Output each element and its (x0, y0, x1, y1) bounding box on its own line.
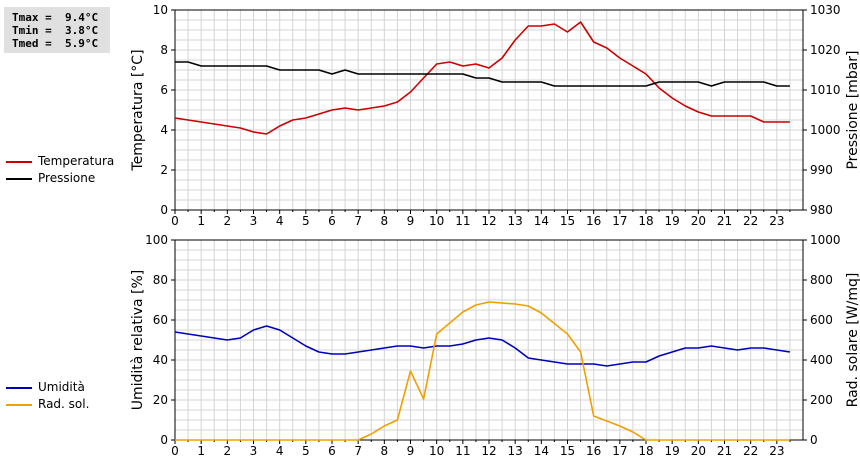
panel1-xtick-label: 9 (407, 214, 415, 228)
panel2-ytick-label-left: 80 (153, 273, 168, 287)
panel1-ytick-label-left: 10 (153, 3, 168, 17)
panel2-xtick-label: 14 (534, 444, 549, 458)
panel2-xtick-label: 9 (407, 444, 415, 458)
panel2-xtick-label: 6 (328, 444, 336, 458)
panel1-xtick-label: 2 (224, 214, 232, 228)
legend-label-umidita: Umidità (38, 380, 85, 394)
stat-tmin: Tmin = 3.8°C (12, 24, 99, 37)
panel2-ytick-label-right: 200 (810, 393, 833, 407)
panel2-xtick-label: 0 (171, 444, 179, 458)
panel1-series-temperatura (174, 21, 790, 135)
legend-label-rad-sol: Rad. sol. (38, 397, 90, 411)
panel2-xtick-label: 2 (224, 444, 232, 458)
panel1-xtick-label: 0 (171, 214, 179, 228)
panel2-xtick-label: 23 (769, 444, 784, 458)
legend-swatch-rad-sol (6, 404, 32, 406)
panel1-xtick-label: 12 (481, 214, 496, 228)
panel1-xtick-label: 23 (769, 214, 784, 228)
panel2-ytick-label-right: 600 (810, 313, 833, 327)
panel2-ytick-label-left: 20 (153, 393, 168, 407)
panel2-xtick-label: 13 (508, 444, 523, 458)
panel2-ytick-label-left: 0 (160, 433, 168, 447)
panel1-ytick-label-left: 2 (160, 163, 168, 177)
panel2-xtick-label: 1 (197, 444, 205, 458)
panel1-xtick-label: 6 (328, 214, 336, 228)
panel2-xtick-label: 16 (586, 444, 601, 458)
panel1-ytick-label-right: 990 (810, 163, 833, 177)
panel1-xtick-label: 16 (586, 214, 601, 228)
stats-box: Tmax = 9.4°C Tmin = 3.8°C Tmed = 5.9°C (4, 7, 110, 53)
panel1-xtick-label: 13 (508, 214, 523, 228)
panel2-xtick-label: 20 (691, 444, 706, 458)
panel2-ytick-label-right: 400 (810, 353, 833, 367)
panel1-xtick-label: 18 (638, 214, 653, 228)
panel1-ytick-label-right: 1030 (810, 3, 841, 17)
panel1-ytick-label-right: 1020 (810, 43, 841, 57)
panel1-ytick-label-right: 1010 (810, 83, 841, 97)
panel1-xtick-label: 14 (534, 214, 549, 228)
panel2-xtick-label: 11 (455, 444, 470, 458)
panel1-xtick-label: 19 (665, 214, 680, 228)
panel1-ytick-label-left: 6 (160, 83, 168, 97)
panel1-xtick-label: 5 (302, 214, 310, 228)
panel1-ytick-label-left: 4 (160, 123, 168, 137)
panel1-series-pressione (175, 61, 790, 87)
panel1-xtick-label: 10 (429, 214, 444, 228)
panel1-xtick-label: 3 (250, 214, 258, 228)
panel2-ytick-label-right: 0 (810, 433, 818, 447)
panel2-ytick-label-right: 1000 (810, 233, 841, 247)
legend-label-pressione: Pressione (38, 171, 96, 185)
panel1-xtick-label: 4 (276, 214, 284, 228)
panel2-series-rad-sol- (175, 301, 790, 441)
panel2-xtick-label: 18 (638, 444, 653, 458)
panel2-xtick-label: 3 (250, 444, 258, 458)
panel1-xtick-label: 7 (354, 214, 362, 228)
legend-swatch-temperatura (6, 161, 32, 163)
panel2-xtick-label: 15 (560, 444, 575, 458)
panel1-xtick-label: 1 (197, 214, 205, 228)
panel1-xtick-label: 20 (691, 214, 706, 228)
panel1-xtick-label: 15 (560, 214, 575, 228)
panel1-xtick-label: 8 (381, 214, 389, 228)
stat-tmax: Tmax = 9.4°C (12, 11, 99, 24)
legend-swatch-pressione (6, 178, 32, 180)
panel2-xtick-label: 19 (665, 444, 680, 458)
panel2-ytick-label-left: 40 (153, 353, 168, 367)
legend-swatch-umidita (6, 387, 32, 389)
panel2-ytick-label-right: 800 (810, 273, 833, 287)
panel2-ylabel-right: Rad. solare [W/mq] (845, 273, 860, 408)
panel1-xtick-label: 21 (717, 214, 732, 228)
stat-tmed: Tmed = 5.9°C (12, 37, 99, 50)
panel2-xtick-label: 10 (429, 444, 444, 458)
panel1-ytick-label-left: 8 (160, 43, 168, 57)
panel2-xtick-label: 5 (302, 444, 310, 458)
panel1-xtick-label: 22 (743, 214, 758, 228)
panel1-ylabel-left: Temperatura [°C] (130, 49, 146, 171)
legend-label-temperatura: Temperatura (38, 154, 115, 168)
panel2-ylabel-left: Umidità relativa [%] (130, 270, 146, 411)
panel2-xtick-label: 22 (743, 444, 758, 458)
panel2-xtick-label: 7 (354, 444, 362, 458)
panel1-ylabel-right: Pressione [mbar] (845, 50, 860, 169)
panel2-xtick-label: 4 (276, 444, 284, 458)
panel2-ytick-label-left: 100 (145, 233, 168, 247)
panel2-xtick-label: 17 (612, 444, 627, 458)
panel1-ytick-label-right: 1000 (810, 123, 841, 137)
panel1-ytick-label-left: 0 (160, 203, 168, 217)
panel2-xtick-label: 21 (717, 444, 732, 458)
panel2-ytick-label-left: 60 (153, 313, 168, 327)
panel1-xtick-label: 17 (612, 214, 627, 228)
panel2-xtick-label: 12 (481, 444, 496, 458)
panel1-ytick-label-right: 980 (810, 203, 833, 217)
panel2-series-umidit- (174, 325, 791, 367)
panel1-xtick-label: 11 (455, 214, 470, 228)
panel2-xtick-label: 8 (381, 444, 389, 458)
